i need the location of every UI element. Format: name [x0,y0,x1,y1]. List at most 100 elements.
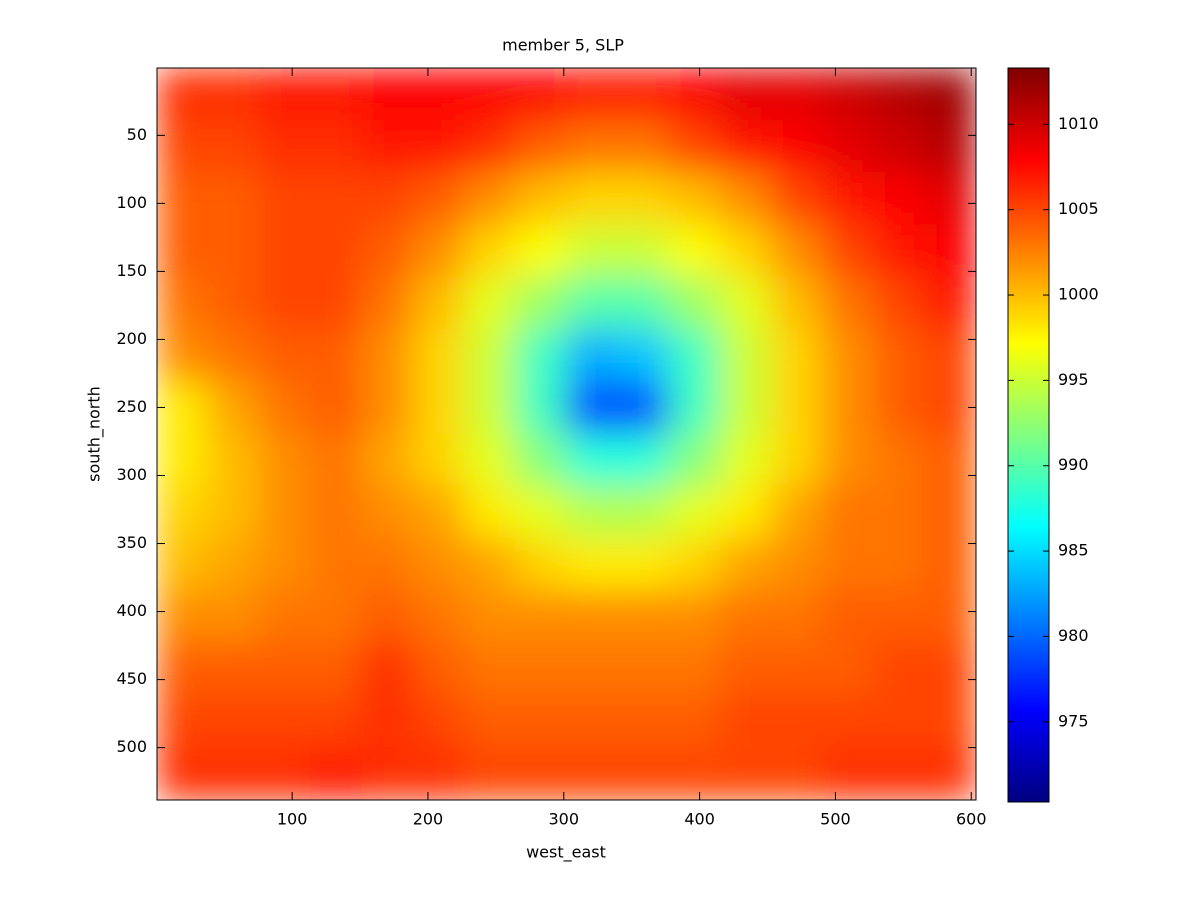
heatmap-cell [310,433,363,487]
heatmap-cell [668,224,721,278]
heatmap-cell [157,172,209,226]
heatmap-cell [258,642,312,696]
y-tick-label: 150 [116,261,147,280]
heatmap-cell [668,381,721,435]
heatmap-cell [258,381,312,435]
heatmap-cell [412,172,465,226]
heatmap-cell [566,538,619,592]
heatmap-cell [463,694,516,749]
heatmap-cell [719,694,772,749]
heatmap-cell [361,642,414,696]
heatmap-cell [258,485,312,540]
colorbar-tick-label: 980 [1058,626,1089,645]
heatmap-cell [412,642,465,696]
heatmap-cell [514,642,567,696]
heatmap-cell [924,68,976,121]
heatmap-cell [157,538,209,592]
heatmap-cell [668,642,721,696]
heatmap-cell [157,381,209,435]
heatmap-cell [207,328,260,383]
heatmap-cell [668,538,721,592]
heatmap-cell [770,485,823,540]
heatmap-cell [361,747,414,800]
heatmap-cell [873,485,926,540]
heatmap-cell [770,224,823,278]
heatmap-cell [873,747,926,800]
heatmap-cell [514,485,567,540]
heatmap-cell [514,172,567,226]
heatmap-cell [514,538,567,592]
heatmap-cell [207,119,260,174]
heatmap-cell [821,68,875,121]
heatmap-cell [412,276,465,330]
heatmap-cell [258,119,312,174]
heatmap-cells [157,68,976,800]
heatmap-cell [770,119,823,174]
heatmap-cell [514,694,567,749]
heatmap-cell [821,276,875,330]
heatmap-cell [924,381,976,435]
y-tick-label: 450 [116,669,147,688]
heatmap-cell [719,276,772,330]
heatmap-cell [361,276,414,330]
heatmap-cell [617,68,670,121]
colorbar-tick-label: 1000 [1058,285,1099,304]
heatmap-cell [207,68,260,121]
heatmap-cell [924,224,976,278]
heatmap-cell [463,381,516,435]
heatmap-cell [310,694,363,749]
heatmap-cell [668,68,721,121]
heatmap-cell [719,119,772,174]
heatmap-cell [514,224,567,278]
heatmap-cell [873,68,926,121]
heatmap-cell [310,485,363,540]
heatmap-cell [258,224,312,278]
heatmap-cell [207,642,260,696]
x-tick-label: 200 [413,810,444,829]
heatmap-cell [873,694,926,749]
heatmap-cell [361,381,414,435]
heatmap-cell [566,590,619,644]
heatmap-cell [719,381,772,435]
heatmap-cell [924,328,976,383]
heatmap-cell [617,276,670,330]
heatmap-cell [873,381,926,435]
heatmap-cell [361,68,414,121]
heatmap-cell [310,328,363,383]
heatmap-cell [719,224,772,278]
x-tick-label: 400 [684,810,715,829]
heatmap-cell [514,433,567,487]
heatmap-cell [924,433,976,487]
colorbar-tick-label: 985 [1058,541,1089,560]
y-tick-label: 250 [116,397,147,416]
chart-title: member 5, SLP [502,36,624,55]
heatmap-cell [617,538,670,592]
heatmap-cell [617,694,670,749]
heatmap-cell [412,485,465,540]
heatmap-cell [514,68,567,121]
y-axis-label: south_north [85,386,105,482]
heatmap-cell [924,119,976,174]
heatmap-cell [719,328,772,383]
heatmap-cell [617,328,670,383]
heatmap-cell [310,381,363,435]
heatmap-cell [207,747,260,800]
heatmap-cell [719,590,772,644]
heatmap-cell [821,172,875,226]
heatmap-cell [310,590,363,644]
heatmap-cell [566,747,619,800]
heatmap-cell [873,328,926,383]
heatmap-cell [566,276,619,330]
heatmap-cell [566,642,619,696]
heatmap-cell [258,276,312,330]
x-tick-label: 500 [820,810,851,829]
heatmap-cell [157,433,209,487]
x-axis-label: west_east [526,843,606,863]
heatmap-cell [770,381,823,435]
heatmap-cell [361,172,414,226]
heatmap [157,68,976,800]
heatmap-cell [566,68,619,121]
heatmap-cell [463,747,516,800]
heatmap-cell [873,642,926,696]
